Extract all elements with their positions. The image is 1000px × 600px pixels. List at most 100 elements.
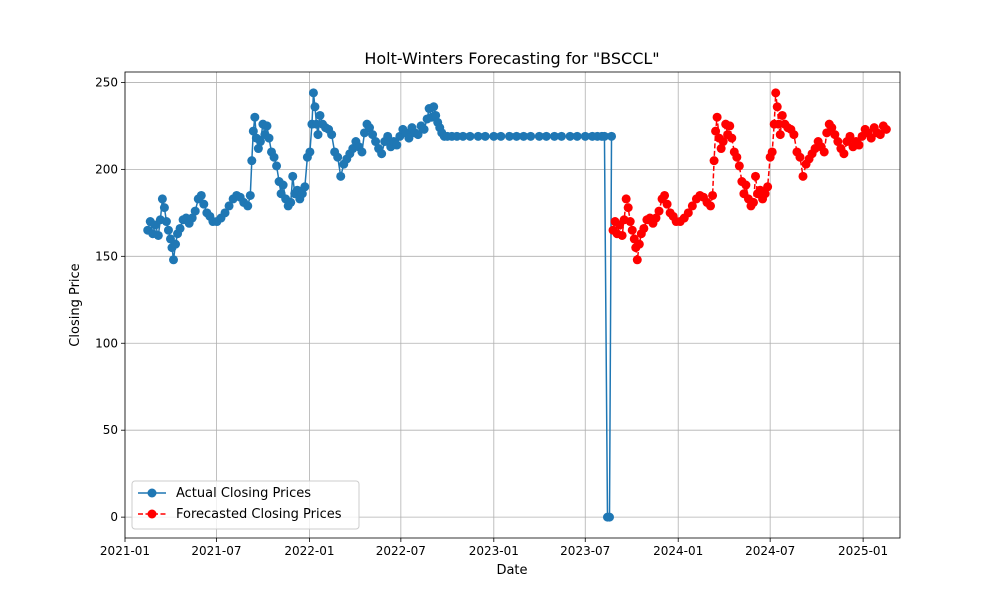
actual-price-point [190,206,200,216]
actual-price-point [297,189,307,199]
y-tick-label: 250 [95,75,118,89]
forecast-price-point [760,189,770,199]
forecast-price-point [627,225,637,235]
chart-title: Holt-Winters Forecasting for "BSCCL" [364,49,659,68]
forecast-price-point [632,255,642,265]
forecast-price-point [741,180,751,190]
series-actual [143,88,617,522]
forecast-price-point [795,152,805,162]
x-tick-label: 2022-07 [376,544,426,558]
plot-frame [124,71,901,539]
actual-price-point [278,180,288,190]
forecast-price-point [866,133,876,143]
actual-price-point [224,201,234,211]
legend-box [131,480,360,530]
actual-price-point [458,131,468,141]
actual-price-point [526,131,536,141]
forecast-price-point [881,124,891,134]
forecast-price-point [775,130,785,140]
forecast-price-point [748,197,758,207]
actual-price-point [159,203,169,213]
actual-price-point [504,131,514,141]
actual-price-point [262,121,272,131]
x-tick-label: 2022-01 [284,544,334,558]
actual-price-point [404,133,414,143]
forecast-price-point [725,121,735,131]
legend-label-actual: Actual Closing Prices [176,486,311,501]
forecast-price-point [617,230,627,240]
actual-price-point [308,88,318,98]
actual-price-point [336,171,346,181]
actual-price-point [161,217,171,227]
actual-price-point [157,194,167,204]
forecast-price-point [734,161,744,171]
actual-price-point [300,182,310,192]
x-tick-label: 2025-01 [838,544,888,558]
actual-price-point [549,131,559,141]
forecast-price-point [625,217,635,227]
forecast-price-point [708,190,718,200]
actual-price-point [305,147,315,157]
actual-price-point [272,161,282,171]
x-tick-label: 2023-01 [469,544,519,558]
forecast-price-point [683,208,693,218]
x-tick-label: 2024-01 [653,544,703,558]
actual-price-point [248,126,258,136]
forecast-price-point [827,123,837,133]
actual-price-point [187,213,197,223]
actual-price-point [489,131,499,141]
actual-price-point [315,110,325,120]
series-layer [143,88,891,522]
forecast-price-point [763,182,773,192]
actual-price-point [607,131,617,141]
actual-price-point [169,255,178,265]
forecast-price-point [772,102,782,112]
actual-price-point [269,152,279,162]
actual-price-point [392,140,402,150]
tick-layer: 2021-01 2021-07 2022-01 2022-07 2023-01 2023-… [95,75,888,558]
legend-marker-actual [147,488,157,498]
actual-price-point [199,199,209,209]
actual-price-point [429,102,439,112]
actual-price-point [365,123,375,133]
forecast-price-point [718,137,728,147]
actual-price-point [253,144,263,154]
forecast-price-point [767,147,777,157]
y-tick-label: 200 [95,162,118,176]
actual-price-point [413,130,423,140]
forecast-price-point [751,171,761,181]
forecast-price-point [819,147,829,157]
actual-price-point [245,190,255,200]
y-tick-label: 0 [110,510,118,524]
legend: Actual Closing Prices Forecasted Closing… [131,480,360,530]
actual-price-point [580,131,590,141]
forecast-price-point [798,171,808,181]
actual-price-point [196,190,206,200]
forecast-price-point [727,133,737,143]
forecast-price-point [833,137,843,147]
x-tick-label: 2021-07 [191,544,241,558]
actual-price-point [327,130,337,140]
x-tick-label: 2024-07 [745,544,795,558]
forecast-price-point [712,112,722,122]
actual-price-point [163,225,173,235]
forecast-price-point [845,131,855,141]
actual-price-point [255,137,265,147]
forecast-price-point [771,88,781,98]
y-tick-label: 150 [95,249,118,263]
actual-price-point [541,131,551,141]
actual-price-point [383,131,393,141]
actual-price-point [368,130,378,140]
x-tick-label: 2023-07 [560,544,610,558]
actual-price-point [243,201,253,211]
forecast-price-point [854,140,864,150]
actual-price-point [220,208,230,218]
forecast-price-point [654,206,664,216]
actual-price-point [419,124,429,134]
actual-price-point [565,131,575,141]
actual-price-point [175,223,185,233]
forecast-price-point [623,203,633,213]
x-tick-label: 2021-01 [100,544,150,558]
forecast-price-point [660,190,670,200]
